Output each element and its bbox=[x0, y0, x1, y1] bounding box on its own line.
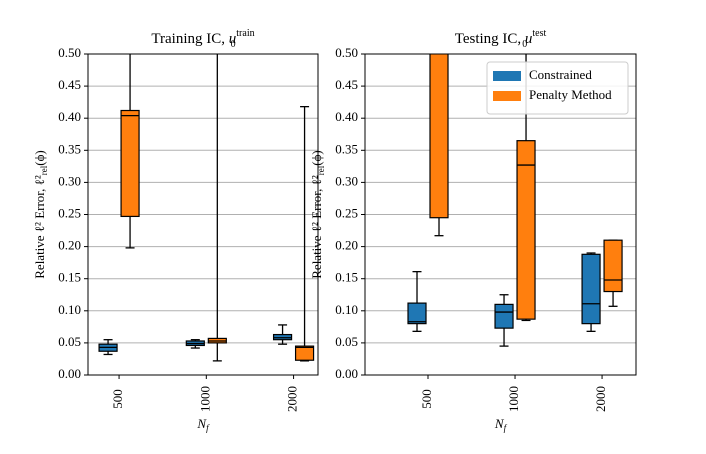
y-tick-label: 0.10 bbox=[335, 302, 358, 317]
x-axis-label: Nf bbox=[494, 416, 508, 433]
y-tick-label: 0.15 bbox=[58, 270, 81, 285]
box bbox=[294, 345, 315, 361]
x-label-sub: f bbox=[504, 423, 508, 433]
y-tick-label: 0.45 bbox=[335, 77, 358, 92]
y-tick-label: 0.20 bbox=[58, 238, 81, 253]
panel: 0.00 0.05 0.10 0.15 0.20 0.25 0.30 0.35 0.40 0.45… bbox=[309, 28, 637, 433]
chart-title: Training IC, utrain 0 bbox=[151, 28, 254, 50]
y-tick-label: 0.20 bbox=[335, 238, 358, 253]
y-axis-label: Relative ℓ² Error, ℓ²rel(ϕ) bbox=[32, 150, 49, 279]
x-tick-label: 500 bbox=[110, 389, 125, 409]
y-tick-label: 0.40 bbox=[335, 109, 358, 124]
y-tick-label: 0.10 bbox=[58, 302, 81, 317]
y-tick-label: 0.15 bbox=[335, 270, 358, 285]
y-tick-label: 0.45 bbox=[58, 77, 81, 92]
legend: Constrained Penalty Method bbox=[486, 61, 629, 115]
box bbox=[494, 303, 514, 329]
y-tick-label: 0.00 bbox=[335, 366, 358, 381]
title-var: u bbox=[229, 31, 237, 47]
legend-label: Constrained bbox=[529, 67, 592, 82]
title-sub: 0 bbox=[231, 39, 236, 50]
y-tick-label: 0.40 bbox=[58, 109, 81, 124]
box bbox=[429, 54, 449, 219]
legend-swatch bbox=[493, 91, 521, 101]
box bbox=[603, 239, 623, 293]
title-sup: test bbox=[532, 28, 546, 39]
y-label-text: Relative ℓ² Error, ℓ² bbox=[309, 175, 324, 279]
y-tick-label: 0.35 bbox=[335, 141, 358, 156]
x-tick-label: 2000 bbox=[285, 386, 300, 412]
y-tick-label: 0.25 bbox=[58, 205, 81, 220]
y-tick-label: 0.00 bbox=[58, 366, 81, 381]
y-label-text: Relative ℓ² Error, ℓ² bbox=[32, 175, 47, 279]
y-tick-label: 0.35 bbox=[58, 141, 81, 156]
axes-frame bbox=[364, 53, 637, 376]
y-tick-label: 0.30 bbox=[335, 173, 358, 188]
title-sup: train bbox=[236, 28, 254, 39]
x-tick-label: 1000 bbox=[506, 386, 521, 412]
box bbox=[120, 109, 140, 218]
x-tick-label: 1000 bbox=[197, 386, 212, 412]
y-tick-label: 0.05 bbox=[58, 334, 81, 349]
x-tick-label: 500 bbox=[419, 389, 434, 409]
x-label-sub: f bbox=[206, 423, 210, 433]
y-label-tail: (ϕ) bbox=[32, 150, 47, 166]
y-tick-label: 0.50 bbox=[58, 45, 81, 60]
y-tick-label: 0.50 bbox=[335, 45, 358, 60]
y-tick-label: 0.05 bbox=[335, 334, 358, 349]
x-axis-label: Nf bbox=[196, 416, 210, 433]
plot-area bbox=[98, 54, 315, 362]
plot-area bbox=[407, 54, 623, 347]
y-label-sub: rel bbox=[316, 165, 326, 175]
chart-title: Testing IC, utest 0 bbox=[455, 28, 547, 50]
title-sub: 0 bbox=[522, 39, 527, 50]
x-tick-label: 2000 bbox=[593, 386, 608, 412]
y-label-tail: (ϕ) bbox=[309, 150, 324, 166]
legend-frame bbox=[486, 61, 629, 115]
title-text: Testing IC, bbox=[455, 31, 525, 47]
y-axis-label: Relative ℓ² Error, ℓ²rel(ϕ) bbox=[309, 150, 326, 279]
y-tick-label: 0.30 bbox=[58, 173, 81, 188]
y-tick-label: 0.25 bbox=[335, 205, 358, 220]
title-var: u bbox=[525, 31, 533, 47]
box bbox=[581, 253, 601, 325]
x-label-text: N bbox=[196, 416, 207, 431]
panel: 0.00 0.05 0.10 0.15 0.20 0.25 0.30 0.35 0.40 0.45… bbox=[32, 28, 319, 433]
box bbox=[516, 140, 536, 320]
title-text: Training IC, bbox=[151, 31, 228, 47]
legend-swatch bbox=[493, 71, 521, 81]
legend-label: Penalty Method bbox=[529, 87, 612, 102]
box bbox=[407, 302, 427, 325]
axes-frame bbox=[87, 53, 319, 376]
x-label-text: N bbox=[494, 416, 505, 431]
y-label-sub: rel bbox=[39, 165, 49, 175]
